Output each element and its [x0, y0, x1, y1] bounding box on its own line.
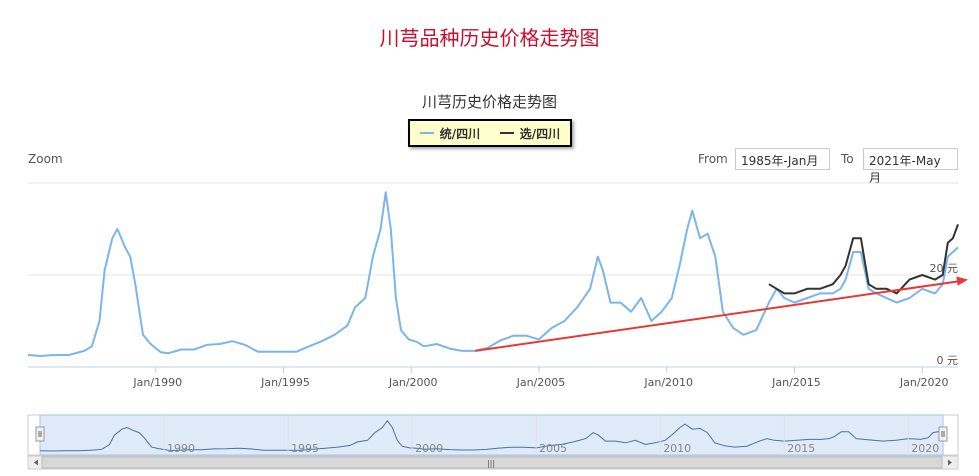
x-tick-label: Jan/2020 — [899, 376, 949, 389]
navigator-label: 1990 — [167, 442, 195, 455]
navigator-label: 2005 — [539, 442, 567, 455]
x-tick-label: Jan/2015 — [771, 376, 821, 389]
scrollbar-track — [27, 455, 959, 470]
legend-item-series-2[interactable]: 选/四川 — [499, 125, 561, 142]
trend-arrow-head — [956, 276, 968, 286]
x-tick-label: Jan/2010 — [643, 376, 693, 389]
navigator-label: 2020 — [911, 442, 939, 455]
grid-lines — [28, 182, 958, 368]
navigator-selection — [39, 414, 944, 456]
from-date-input[interactable]: 1985年-Jan月 — [735, 148, 830, 170]
page-title: 川芎品种历史价格走势图 — [379, 26, 600, 50]
trend-arrow-line — [474, 280, 961, 352]
x-tick-label: Jan/2005 — [516, 376, 566, 389]
x-axis: Jan/1990 Jan/1995 Jan/2000 Jan/2005 Jan/2010… — [132, 367, 949, 389]
navigator-label: 2015 — [787, 442, 815, 455]
navigator-handle-right — [938, 426, 948, 442]
navigator-outline — [27, 414, 959, 456]
series-line-1 — [27, 191, 959, 357]
legend-item-series-1[interactable]: 统/四川 — [419, 125, 481, 142]
legend-swatch-series-1 — [419, 132, 434, 134]
x-tick-label: Jan/1990 — [132, 376, 182, 389]
y-tick-label: 20 元 — [930, 262, 959, 275]
navigator-label: 2000 — [415, 442, 443, 455]
to-label: To — [841, 152, 854, 166]
legend: 统/四川 选/四川 — [408, 119, 572, 147]
series-layer — [27, 191, 959, 357]
navigator[interactable]: 1990 1995 2000 2005 2010 2015 2020 ||| — [27, 414, 959, 470]
navigator-handle-left — [35, 426, 45, 442]
navigator-series — [39, 419, 944, 452]
x-tick-label: Jan/2000 — [388, 376, 438, 389]
legend-label-series-2: 选/四川 — [519, 126, 561, 141]
x-tick-label: Jan/1995 — [260, 376, 310, 389]
legend-label-series-1: 统/四川 — [439, 126, 481, 141]
series-line-2 — [768, 224, 959, 295]
scroll-left-arrow-icon — [34, 459, 38, 466]
scrollbar-grip: ||| — [487, 459, 495, 468]
zoom-label: Zoom — [28, 152, 63, 166]
navigator-label: 2010 — [663, 442, 691, 455]
scrollbar-thumb — [41, 456, 943, 469]
navigator-label: 1995 — [291, 442, 319, 455]
scroll-right-arrow-icon — [948, 459, 952, 466]
y-tick-label: 0 元 — [937, 354, 959, 367]
from-label: From — [698, 152, 728, 166]
annotation-layer — [474, 276, 968, 352]
y-axis: 0 元 20 元 — [930, 262, 959, 367]
to-date-input[interactable]: 2021年-May月 — [863, 148, 958, 185]
chart-title: 川芎历史价格走势图 — [421, 93, 557, 111]
legend-swatch-series-2 — [499, 132, 514, 134]
